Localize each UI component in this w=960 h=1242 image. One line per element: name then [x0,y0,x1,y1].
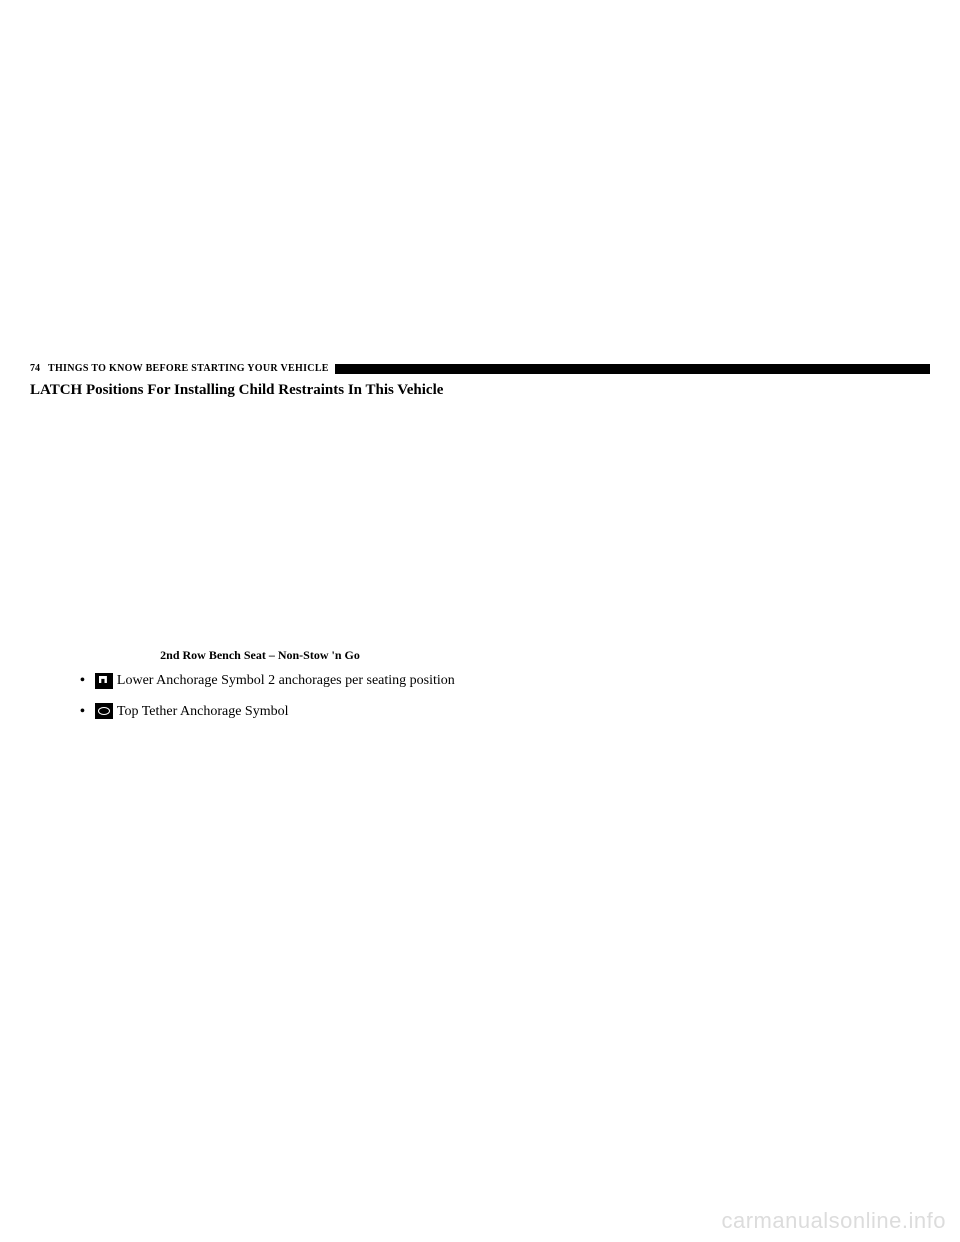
bullet-list: • Lower Anchorage Symbol 2 anchorages pe… [80,671,500,722]
list-item: • Lower Anchorage Symbol 2 anchorages pe… [80,671,500,691]
figure-caption: 2nd Row Bench Seat – Non-Stow 'n Go [90,648,430,663]
list-item: • Top Tether Anchorage Symbol [80,702,500,722]
watermark: carmanualsonline.info [721,1208,946,1234]
section-title: LATCH Positions For Installing Child Res… [30,380,460,400]
bullet-marker: • [80,704,85,720]
page-header: 74 THINGS TO KNOW BEFORE STARTING YOUR V… [30,363,930,374]
bullet-text: Top Tether Anchorage Symbol [117,704,289,719]
lower-anchorage-icon [95,673,113,689]
bullet-content: Lower Anchorage Symbol 2 anchorages per … [95,671,500,691]
header-divider-bar [335,364,930,374]
top-tether-anchorage-icon [95,703,113,719]
bullet-content: Top Tether Anchorage Symbol [95,702,500,722]
header-section-label: THINGS TO KNOW BEFORE STARTING YOUR VEHI… [48,363,329,374]
page-number: 74 [30,363,40,374]
bullet-marker: • [80,673,85,689]
bullet-text: Lower Anchorage Symbol 2 anchorages per … [117,673,455,688]
